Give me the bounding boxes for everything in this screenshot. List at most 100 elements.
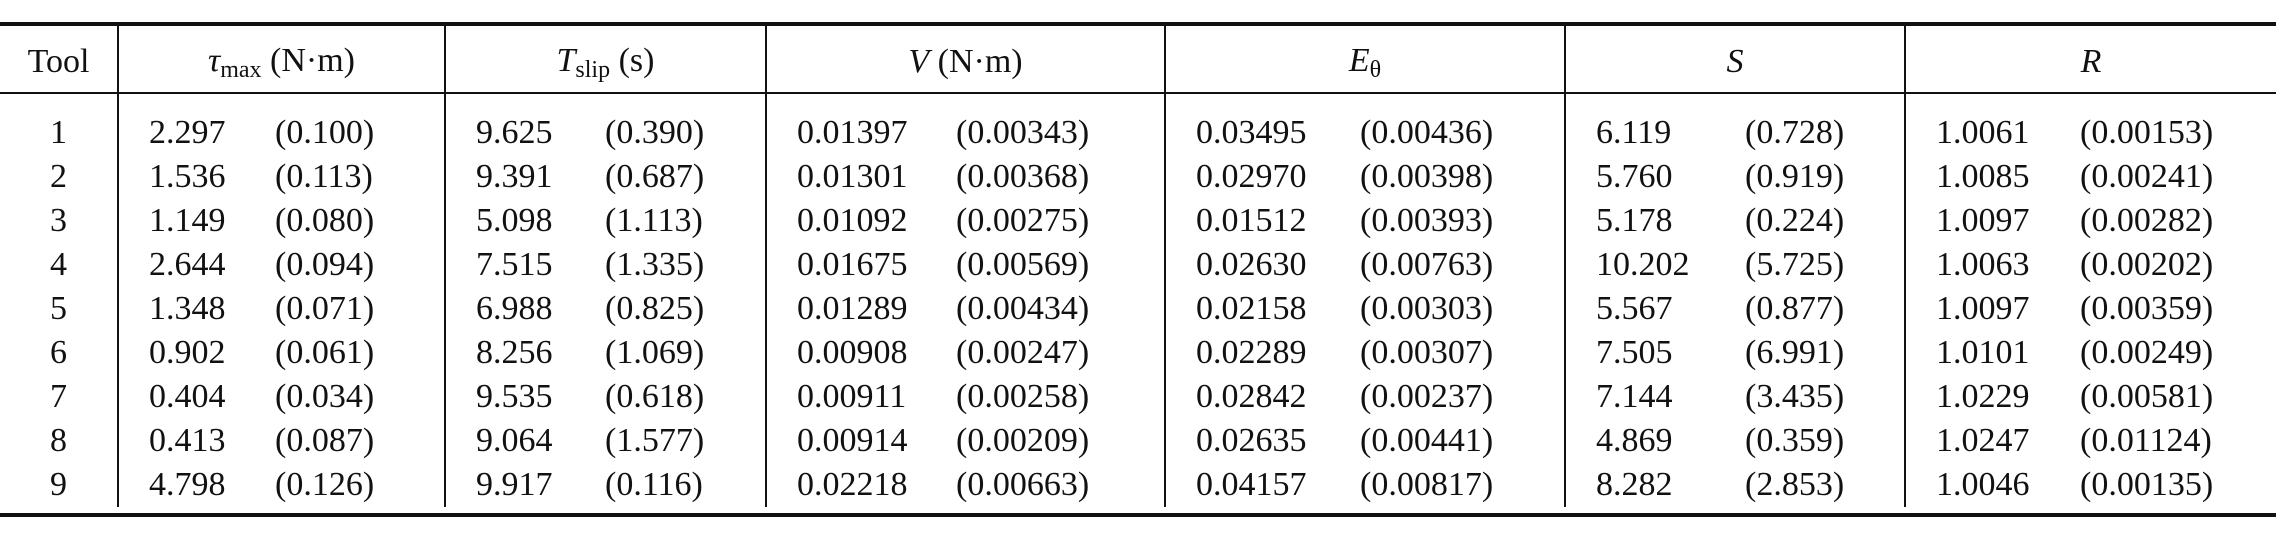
header-subscript: θ [1369,56,1382,83]
sd-cell: (0.687) [605,158,705,195]
mean-cell: 9.535 [444,375,595,419]
mean-cell: 0.03495 [1164,98,1350,155]
tool-id-cell: 3 [50,202,67,239]
sd-cell: (0.00817) [1360,466,1494,503]
mean-cell: 1.0061 [1904,98,2070,155]
mean-cell: 1.536 [117,155,265,199]
sd-cell: (2.853) [1745,466,1845,503]
tool-id-cell: 7 [50,378,67,415]
tool-id-cell: 4 [50,246,67,283]
header-symbol: R [2080,43,2102,80]
mean-cell: 0.404 [117,375,265,419]
sd-cell: (0.061) [275,334,375,371]
header-row: Tool τmax (N·m) Tslip (s) V (N·m) Eθ S R [0,22,2276,98]
sd-cell: (0.071) [275,290,375,327]
sd-cell: (0.359) [1745,422,1845,459]
sd-cell: (0.00441) [1360,422,1494,459]
tool-id-cell: 2 [50,158,67,195]
sd-cell: (1.335) [605,246,705,283]
sd-cell: (0.116) [605,466,703,503]
sd-cell: (0.00359) [2080,290,2214,327]
sd-cell: (0.728) [1745,114,1845,151]
tool-id-cell: 9 [50,466,67,503]
sd-cell: (0.00368) [956,158,1090,195]
header-symbol: S [1726,43,1744,80]
mean-cell: 5.098 [444,199,595,243]
results-table: Tool τmax (N·m) Tslip (s) V (N·m) Eθ S R 1 2.29… [0,22,2276,507]
header-col-4: Eθ [1164,22,1565,98]
header-col-6: R [1904,22,2276,98]
mean-cell: 10.202 [1564,243,1735,287]
mean-cell: 2.297 [117,98,265,155]
sd-cell: (0.825) [605,290,705,327]
mean-cell: 1.348 [117,287,265,331]
sd-cell: (0.00303) [1360,290,1494,327]
header-symbol: E [1348,41,1370,79]
sd-cell: (0.00241) [2080,158,2214,195]
header-col-1: τmax (N·m) [117,22,445,98]
sd-cell: (0.00237) [1360,378,1494,415]
mean-cell: 7.505 [1564,331,1735,375]
sd-cell: (0.00763) [1360,246,1494,283]
mean-cell: 2.644 [117,243,265,287]
mean-cell: 1.0085 [1904,155,2070,199]
mean-cell: 9.625 [444,98,595,155]
mean-cell: 1.0101 [1904,331,2070,375]
mean-cell: 9.917 [444,463,595,507]
mean-cell: 0.02630 [1164,243,1350,287]
sd-cell: (0.034) [275,378,375,415]
sd-cell: (0.113) [275,158,373,195]
header-unit: (s) [610,41,655,79]
table-row: 3 1.149 (0.080) 5.098 (1.113) 0.01092 (0.00275… [0,199,2276,243]
mean-cell: 4.869 [1564,419,1735,463]
sd-cell: (0.080) [275,202,375,239]
sd-cell: (0.00343) [956,114,1090,151]
mean-cell: 0.02289 [1164,331,1350,375]
sd-cell: (0.00393) [1360,202,1494,239]
mean-cell: 1.0097 [1904,199,2070,243]
header-unit: (N·m) [929,43,1023,80]
sd-cell: (1.069) [605,334,705,371]
sd-cell: (0.00663) [956,466,1090,503]
mean-cell: 0.02970 [1164,155,1350,199]
sd-cell: (1.577) [605,422,705,459]
header-unit: (N·m) [261,41,355,79]
sd-cell: (0.00202) [2080,246,2214,283]
mean-cell: 0.01289 [765,287,946,331]
sd-cell: (0.919) [1745,158,1845,195]
mean-cell: 9.064 [444,419,595,463]
sd-cell: (0.00282) [2080,202,2214,239]
table-row: 8 0.413 (0.087) 9.064 (1.577) 0.00914 (0.00209… [0,419,2276,463]
mean-cell: 0.02635 [1164,419,1350,463]
table-row: 7 0.404 (0.034) 9.535 (0.618) 0.00911 (0.00258… [0,375,2276,419]
header-col-3: V (N·m) [765,22,1165,98]
mean-cell: 9.391 [444,155,595,199]
tool-id-cell: 1 [50,114,67,151]
mean-cell: 0.02158 [1164,287,1350,331]
header-subscript: slip [575,56,611,83]
sd-cell: (0.00398) [1360,158,1494,195]
mean-cell: 0.01512 [1164,199,1350,243]
mean-cell: 7.144 [1564,375,1735,419]
mean-cell: 0.01301 [765,155,946,199]
tool-id-cell: 8 [50,422,67,459]
mean-cell: 1.0247 [1904,419,2070,463]
sd-cell: (0.00569) [956,246,1090,283]
header-symbol: Tool [27,43,90,80]
mean-cell: 0.01092 [765,199,946,243]
sd-cell: (3.435) [1745,378,1845,415]
tool-id-cell: 6 [50,334,67,371]
sd-cell: (0.877) [1745,290,1845,327]
sd-cell: (0.00135) [2080,466,2214,503]
header-symbol: τ [208,41,221,79]
sd-cell: (0.00153) [2080,114,2214,151]
mean-cell: 5.178 [1564,199,1735,243]
sd-cell: (0.390) [605,114,705,151]
mean-cell: 0.902 [117,331,265,375]
sd-cell: (0.00275) [956,202,1090,239]
header-col-5: S [1564,22,1905,98]
mean-cell: 0.00914 [765,419,946,463]
mean-cell: 8.282 [1564,463,1735,507]
mean-cell: 5.567 [1564,287,1735,331]
header-col-2: Tslip (s) [444,22,766,98]
